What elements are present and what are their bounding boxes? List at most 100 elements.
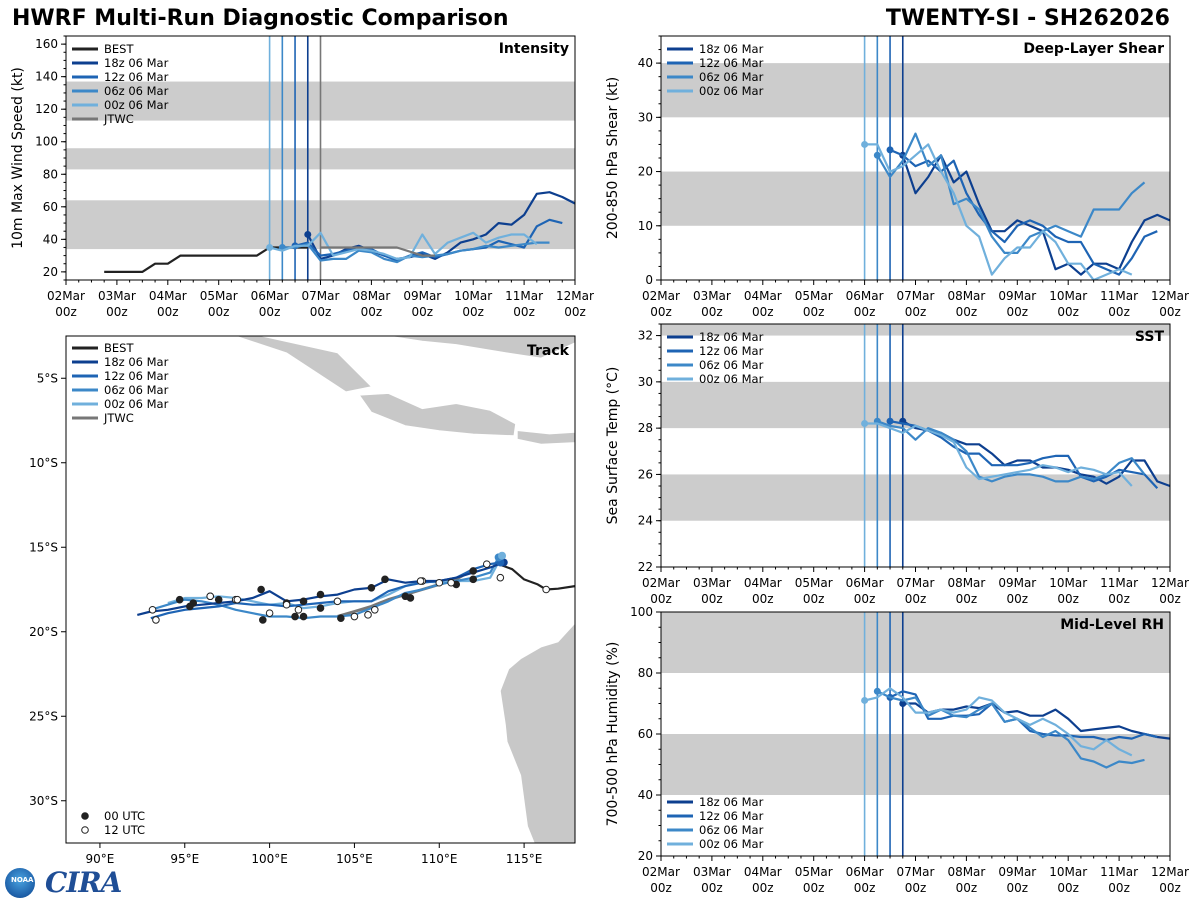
track-series-best: [498, 563, 575, 591]
intensity-legend-label: 12z 06 Mar: [104, 70, 169, 84]
shear-legend-label: 18z 06 Mar: [699, 42, 764, 56]
track-marker-00utc: [186, 602, 194, 611]
rh-xtick-label: 06Mar: [846, 865, 884, 879]
rh-xtick-sublabel: 00z: [803, 881, 825, 895]
track-marker-legend-00utc: [81, 812, 89, 820]
intensity-xtick-label: 08Mar: [352, 289, 390, 303]
shear-ytick-label: 30: [638, 110, 653, 124]
intensity-xtick-sublabel: 00z: [310, 305, 332, 319]
sst-xtick-sublabel: 00z: [803, 592, 825, 606]
rh-legend-label: 06z 06 Mar: [699, 823, 764, 837]
shear-xtick-sublabel: 00z: [1159, 305, 1181, 319]
noaa-seal-icon: NOAA: [5, 868, 35, 898]
intensity-xtick-sublabel: 00z: [157, 305, 179, 319]
rh-ylabel: 700-500 hPa Humidity (%): [605, 642, 621, 827]
sst-band-0: [661, 474, 1170, 521]
track-start-dot-r00: [498, 551, 507, 560]
rh-title: Mid-Level RH: [1060, 617, 1164, 633]
page-title: HWRF Multi-Run Diagnostic Comparison: [12, 6, 509, 31]
shear-xtick-label: 11Mar: [1100, 289, 1138, 303]
australia-land: [499, 622, 575, 843]
intensity-legend-label: 18z 06 Mar: [104, 56, 169, 70]
shear-xtick-sublabel: 00z: [1007, 305, 1029, 319]
intensity-xtick-label: 10Mar: [454, 289, 492, 303]
sst-xtick-label: 09Mar: [998, 576, 1036, 590]
intensity-xtick-sublabel: 00z: [106, 305, 128, 319]
sst-xtick-label: 05Mar: [795, 576, 833, 590]
rh-init-dot-r06: [873, 687, 881, 695]
track-marker-00utc: [337, 614, 345, 623]
sst-xtick-sublabel: 00z: [752, 592, 774, 606]
rh-panel: 20 40 60 80 100 02Mar 00z 03Mar 00z 04Mar 00z 05Mar…: [605, 605, 1189, 895]
track-xtick-label: 105°E: [336, 852, 373, 866]
intensity-xtick-sublabel: 00z: [462, 305, 484, 319]
intensity-xtick-label: 09Mar: [403, 289, 441, 303]
shear-band-0: [661, 171, 1170, 226]
sst-xtick-sublabel: 00z: [854, 592, 876, 606]
track-marker-00utc: [214, 595, 223, 604]
rh-legend-label: 00z 06 Mar: [699, 837, 764, 851]
rh-xtick-label: 11Mar: [1100, 865, 1138, 879]
track-series-r06: [150, 556, 500, 620]
intensity-ytick-label: 20: [43, 265, 58, 279]
shear-xtick-label: 07Mar: [897, 289, 935, 303]
sst-ytick-label: 22: [638, 560, 653, 574]
track-ytick-label: 5°S: [37, 371, 58, 385]
intensity-ytick-label: 40: [43, 232, 58, 246]
rh-init-dot-r00: [861, 696, 869, 704]
rh-ytick-label: 80: [638, 666, 653, 680]
sst-ytick-label: 30: [638, 375, 653, 389]
track-xtick-label: 95°E: [170, 852, 199, 866]
track-marker-00utc: [259, 616, 267, 624]
intensity-panel: 20 40 60 80 100 120 140 160 02Mar 00z 03Mar 00z 04Ma…: [10, 35, 594, 319]
rh-xtick-label: 07Mar: [897, 865, 935, 879]
track-plot-area: [137, 336, 575, 843]
intensity-series-r06: [282, 241, 550, 264]
intensity-xtick-sublabel: 00z: [513, 305, 535, 319]
sst-xtick-label: 07Mar: [897, 576, 935, 590]
shear-xtick-label: 05Mar: [795, 289, 833, 303]
sst-xtick-sublabel: 00z: [1108, 592, 1130, 606]
track-marker-00utc: [299, 612, 308, 621]
shear-xtick-sublabel: 00z: [752, 305, 774, 319]
track-marker-12utc: [333, 597, 342, 606]
shear-xtick-sublabel: 00z: [1057, 305, 1079, 319]
track-marker-12utc: [370, 605, 379, 614]
bali-lombok-land: [516, 430, 575, 445]
intensity-series-best: [104, 246, 308, 273]
sst-legend-label: 18z 06 Mar: [699, 330, 764, 344]
rh-series-r18: [902, 702, 1170, 740]
intensity-ytick-label: 60: [43, 200, 58, 214]
rh-series-r12: [889, 690, 1158, 742]
sst-ytick-label: 28: [638, 421, 653, 435]
sst-xtick-sublabel: 00z: [1057, 592, 1079, 606]
track-marker-12utc: [265, 609, 274, 617]
track-marker-12utc: [294, 605, 303, 614]
track-legend-label: 12z 06 Mar: [104, 369, 169, 383]
track-marker-00utc: [367, 584, 376, 592]
intensity-ytick-label: 100: [35, 135, 58, 149]
rh-ytick-label: 40: [638, 788, 653, 802]
rh-xtick-sublabel: 00z: [1108, 881, 1130, 895]
cira-logo: NOAA CIRA: [5, 866, 122, 899]
track-title: Track: [527, 343, 570, 359]
sst-xtick-sublabel: 00z: [1007, 592, 1029, 606]
track-marker-00utc: [316, 604, 325, 612]
rh-init-dot-r18: [899, 700, 907, 707]
intensity-xtick-label: 03Mar: [98, 289, 136, 303]
rh-plot-area: [661, 612, 1170, 856]
track-series-r12: [150, 561, 501, 620]
track-legend-label: JTWC: [103, 411, 134, 425]
rh-legend-label: 18z 06 Mar: [699, 795, 764, 809]
shear-xtick-label: 10Mar: [1049, 289, 1087, 303]
intensity-ytick-label: 160: [35, 37, 58, 51]
track-marker-12utc: [148, 605, 157, 614]
sst-xtick-sublabel: 00z: [701, 592, 723, 606]
rh-xtick-sublabel: 00z: [752, 881, 774, 895]
track-marker-12utc: [542, 585, 550, 594]
sst-ytick-label: 32: [638, 329, 653, 343]
sst-init-dot-r12: [886, 417, 894, 425]
track-legend-label: 00z 06 Mar: [104, 397, 169, 411]
shear-series-r18: [901, 154, 1170, 276]
shear-legend-label: 06z 06 Mar: [699, 70, 764, 84]
